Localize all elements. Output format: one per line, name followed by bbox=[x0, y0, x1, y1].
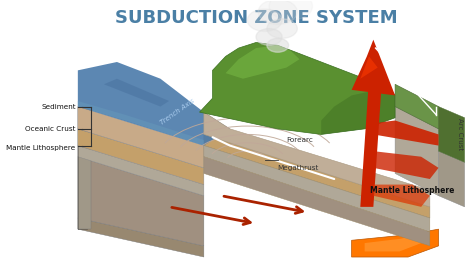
Text: Volcanic Arc: Volcanic Arc bbox=[392, 58, 429, 88]
Circle shape bbox=[256, 29, 282, 45]
Polygon shape bbox=[395, 107, 438, 196]
Polygon shape bbox=[78, 218, 204, 257]
Polygon shape bbox=[78, 129, 91, 146]
Polygon shape bbox=[374, 151, 438, 179]
Polygon shape bbox=[78, 157, 204, 246]
Circle shape bbox=[258, 0, 297, 24]
Polygon shape bbox=[200, 43, 395, 134]
Polygon shape bbox=[78, 129, 204, 185]
Polygon shape bbox=[104, 79, 169, 107]
Polygon shape bbox=[438, 151, 465, 207]
Polygon shape bbox=[204, 134, 430, 218]
Circle shape bbox=[267, 19, 297, 38]
Polygon shape bbox=[438, 107, 465, 162]
Polygon shape bbox=[78, 107, 91, 129]
Text: SUBDUCTION ZONE SYSTEM: SUBDUCTION ZONE SYSTEM bbox=[115, 9, 397, 27]
Circle shape bbox=[269, 0, 312, 20]
Polygon shape bbox=[78, 101, 204, 146]
Polygon shape bbox=[78, 107, 204, 168]
Text: Oceanic Crust: Oceanic Crust bbox=[25, 126, 76, 132]
Polygon shape bbox=[78, 62, 230, 146]
Polygon shape bbox=[395, 84, 438, 129]
Text: Mantle Lithosphere: Mantle Lithosphere bbox=[370, 186, 455, 195]
Polygon shape bbox=[374, 185, 430, 207]
Polygon shape bbox=[204, 146, 430, 232]
Polygon shape bbox=[78, 146, 91, 229]
Text: Arc Crust: Arc Crust bbox=[457, 118, 463, 150]
Text: Mantle Lithosphere: Mantle Lithosphere bbox=[7, 145, 76, 151]
Polygon shape bbox=[78, 146, 204, 196]
Text: Trench Axis: Trench Axis bbox=[159, 98, 196, 126]
Polygon shape bbox=[321, 90, 395, 134]
Polygon shape bbox=[204, 112, 430, 207]
Text: Megathrust: Megathrust bbox=[278, 165, 319, 171]
Circle shape bbox=[267, 38, 289, 52]
Circle shape bbox=[247, 9, 282, 31]
Polygon shape bbox=[374, 120, 438, 146]
Polygon shape bbox=[360, 56, 378, 79]
Polygon shape bbox=[204, 157, 430, 246]
Polygon shape bbox=[360, 79, 382, 207]
Polygon shape bbox=[226, 45, 300, 79]
Text: Sediment: Sediment bbox=[41, 104, 76, 109]
Polygon shape bbox=[365, 235, 421, 251]
Text: Forearc: Forearc bbox=[286, 137, 313, 143]
Polygon shape bbox=[352, 40, 395, 95]
Polygon shape bbox=[352, 229, 438, 257]
